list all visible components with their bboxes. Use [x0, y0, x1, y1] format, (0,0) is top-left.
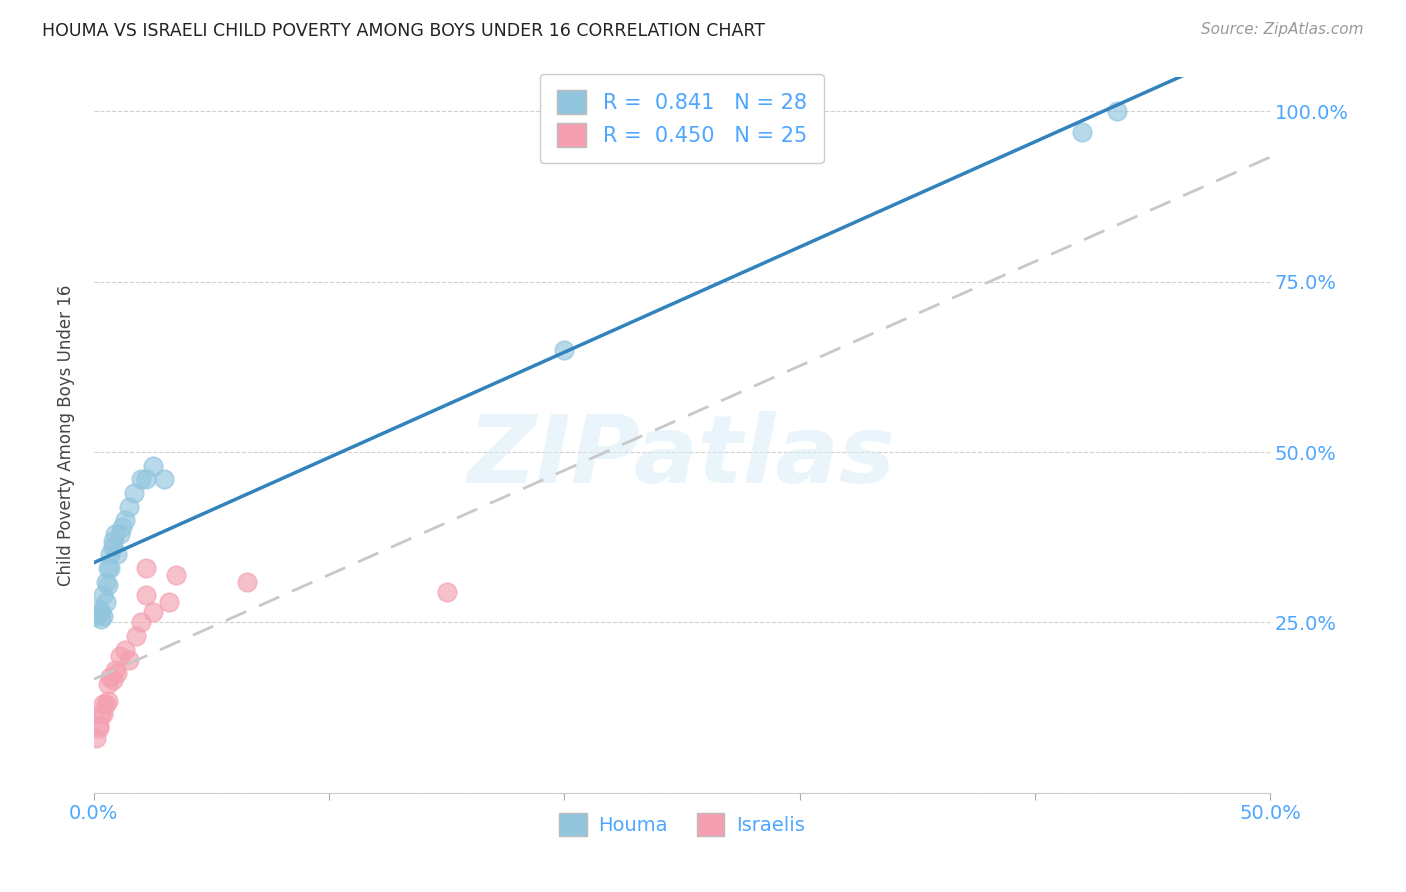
Point: [118, 653, 141, 667]
Point: [553, 343, 575, 357]
Point: [94, 574, 117, 589]
Point: [91, 697, 114, 711]
Point: [104, 526, 127, 541]
Point: [108, 526, 131, 541]
Point: [436, 584, 458, 599]
Point: [87, 721, 110, 735]
Legend: Houma, Israelis: Houma, Israelis: [551, 805, 813, 844]
Point: [91, 588, 114, 602]
Point: [84, 731, 107, 746]
Y-axis label: Child Poverty Among Boys Under 16: Child Poverty Among Boys Under 16: [58, 285, 75, 586]
Point: [135, 588, 157, 602]
Point: [84, 608, 107, 623]
Point: [108, 649, 131, 664]
Point: [122, 486, 145, 500]
Text: HOUMA VS ISRAELI CHILD POVERTY AMONG BOYS UNDER 16 CORRELATION CHART: HOUMA VS ISRAELI CHILD POVERTY AMONG BOY…: [42, 22, 765, 40]
Point: [87, 717, 110, 731]
Point: [135, 472, 157, 486]
Point: [97, 561, 120, 575]
Point: [135, 561, 157, 575]
Point: [100, 547, 122, 561]
Point: [100, 670, 122, 684]
Point: [97, 578, 120, 592]
Point: [104, 663, 127, 677]
Point: [90, 612, 112, 626]
Point: [153, 472, 176, 486]
Point: [87, 601, 110, 615]
Point: [1107, 104, 1129, 119]
Point: [111, 520, 134, 534]
Point: [114, 513, 136, 527]
Point: [129, 472, 152, 486]
Point: [101, 541, 124, 555]
Point: [114, 642, 136, 657]
Point: [142, 458, 165, 473]
Point: [157, 595, 180, 609]
Point: [129, 615, 152, 630]
Point: [125, 629, 148, 643]
Point: [1070, 125, 1092, 139]
Point: [91, 608, 114, 623]
Point: [97, 694, 120, 708]
Point: [100, 561, 122, 575]
Point: [90, 707, 112, 722]
Point: [101, 673, 124, 688]
Point: [94, 697, 117, 711]
Text: ZIPatlas: ZIPatlas: [468, 410, 896, 502]
Text: Source: ZipAtlas.com: Source: ZipAtlas.com: [1201, 22, 1364, 37]
Point: [118, 500, 141, 514]
Point: [94, 595, 117, 609]
Point: [165, 567, 187, 582]
Point: [97, 676, 120, 690]
Point: [91, 707, 114, 722]
Point: [236, 574, 259, 589]
Point: [107, 666, 129, 681]
Point: [107, 547, 129, 561]
Point: [142, 605, 165, 619]
Point: [90, 605, 112, 619]
Point: [101, 533, 124, 548]
